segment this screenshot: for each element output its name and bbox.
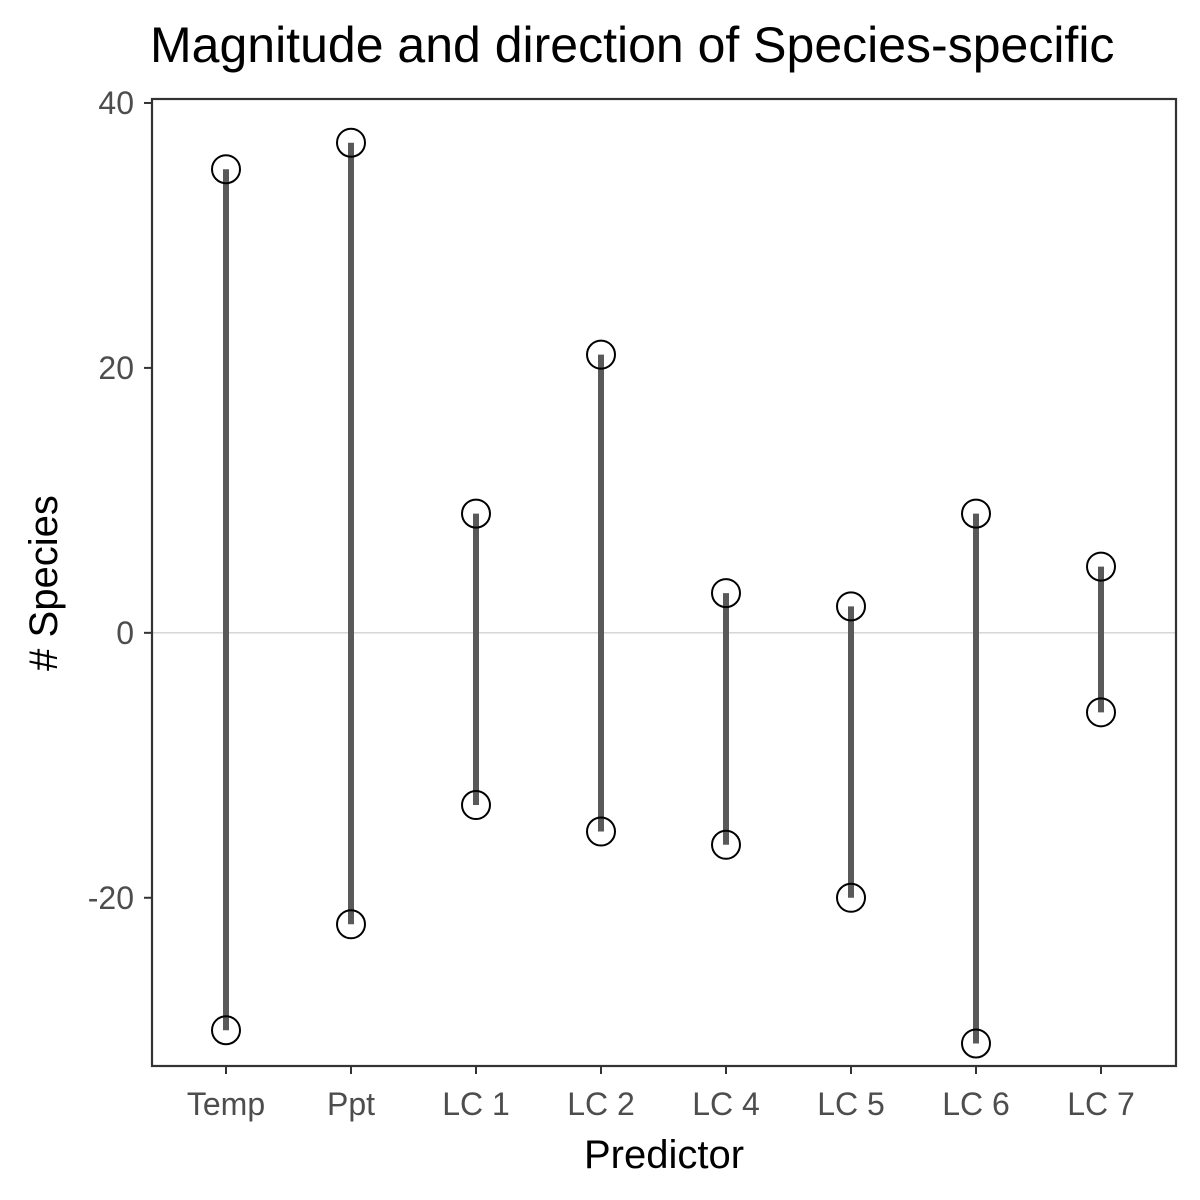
lower-point-lc-7 — [1086, 697, 1116, 728]
lower-point-lc-5 — [836, 882, 866, 913]
upper-point-lc-2 — [586, 339, 616, 370]
x-tick-label: Temp — [187, 1086, 265, 1122]
lower-point-lc-1 — [461, 790, 491, 821]
upper-point-lc-6 — [961, 498, 991, 529]
y-tick-label: 0 — [116, 615, 134, 651]
chart-title: Magnitude and direction of Species-speci… — [150, 17, 1114, 73]
y-tick-label: 20 — [98, 350, 134, 386]
upper-point-ppt — [336, 127, 366, 158]
x-axis-title: Predictor — [584, 1133, 744, 1177]
lower-point-lc-6 — [961, 1028, 991, 1059]
x-tick-label: LC 7 — [1067, 1086, 1135, 1122]
lower-point-lc-4 — [711, 829, 741, 860]
upper-point-temp — [211, 154, 241, 185]
plot-panel-border — [150, 97, 1178, 1068]
x-tick-label: LC 5 — [817, 1086, 885, 1122]
upper-point-lc-5 — [836, 591, 866, 622]
lower-point-lc-2 — [586, 816, 616, 847]
x-tick-label: LC 6 — [942, 1086, 1010, 1122]
x-tick-label: LC 1 — [442, 1086, 510, 1122]
upper-point-lc-4 — [711, 578, 741, 609]
upper-point-lc-7 — [1086, 551, 1116, 582]
y-tick-label: -20 — [88, 880, 134, 916]
x-tick-label: LC 2 — [567, 1086, 635, 1122]
lower-point-ppt — [336, 909, 366, 940]
x-tick-label: Ppt — [327, 1086, 375, 1122]
y-axis-title: # Species — [22, 495, 66, 671]
y-tick-label: 40 — [98, 85, 134, 121]
x-tick-label: LC 4 — [692, 1086, 760, 1122]
lower-point-temp — [211, 1015, 241, 1046]
upper-point-lc-1 — [461, 498, 491, 529]
